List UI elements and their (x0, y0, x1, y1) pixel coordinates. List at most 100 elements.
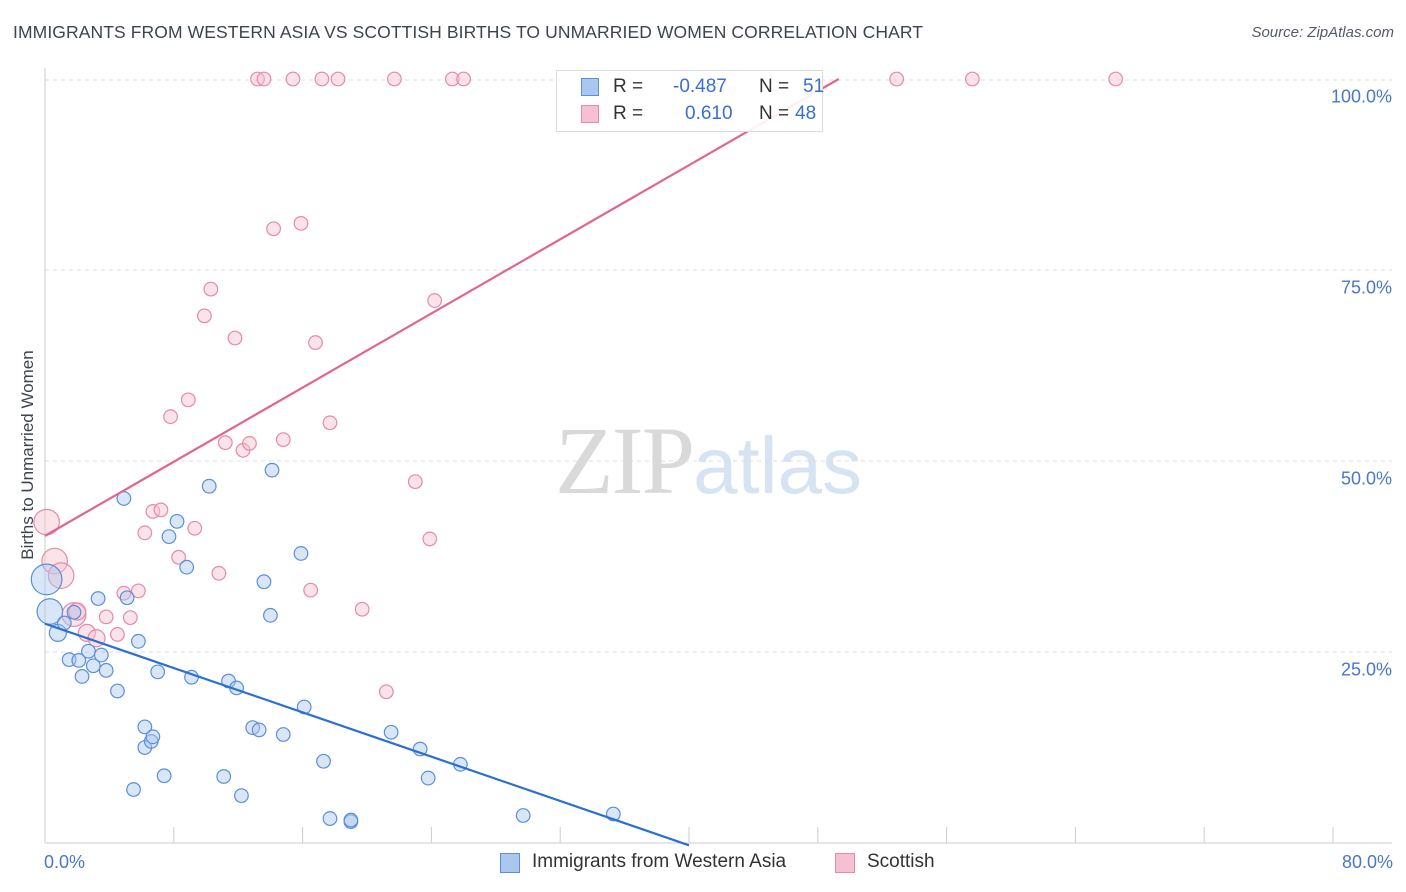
data-point (93, 647, 109, 663)
legend-n-value: 48 (795, 103, 817, 124)
data-point (156, 768, 172, 784)
scottish-points (33, 71, 1124, 700)
data-point (85, 658, 101, 674)
legend-r-value: 0.610 (685, 103, 733, 124)
data-point (322, 811, 338, 826)
data-point (81, 643, 96, 659)
data-point (163, 409, 178, 425)
data-point (98, 662, 114, 678)
data-point (153, 502, 169, 518)
data-point (30, 563, 63, 596)
watermark: ZIPatlas (555, 405, 862, 516)
data-point (256, 574, 272, 590)
data-point (264, 462, 280, 478)
data-point (110, 627, 125, 642)
data-point (150, 664, 166, 680)
legend-n-label: N = (759, 76, 790, 97)
data-point (322, 415, 338, 431)
data-point (122, 610, 138, 626)
legend-series1-label: Immigrants from Western Asia (532, 851, 787, 872)
data-point (203, 281, 219, 297)
data-point (515, 808, 531, 823)
data-point (303, 582, 319, 598)
y-tick-label: 50.0% (1340, 468, 1392, 489)
data-point (66, 604, 82, 620)
data-point (889, 71, 905, 87)
watermark-atlas: atlas (693, 421, 862, 510)
data-point (275, 727, 291, 742)
data-point (456, 71, 472, 87)
data-point (68, 602, 87, 621)
data-point (266, 221, 282, 237)
legend-swatch-blue (500, 853, 520, 873)
legend-n-value: 51 (803, 76, 825, 97)
data-point (187, 520, 203, 536)
data-point (1108, 71, 1124, 87)
data-point (293, 215, 309, 231)
legend-r-label: R = (613, 76, 644, 97)
data-point (216, 769, 232, 784)
data-point (242, 436, 257, 451)
data-point (169, 513, 185, 529)
y-tick-label: 75.0% (1340, 277, 1392, 298)
data-point (171, 549, 187, 565)
y-tick-label: 100.0% (1330, 86, 1392, 107)
legend-swatch-blue (581, 78, 599, 96)
data-point (161, 529, 177, 545)
data-point (90, 591, 106, 606)
trend-line-western-asia (44, 622, 690, 847)
data-point (130, 633, 146, 649)
legend-r-label: R = (613, 103, 644, 124)
data-point (407, 474, 423, 490)
data-point (314, 71, 330, 87)
data-point (420, 770, 436, 786)
legend-n-label: N = (759, 103, 790, 124)
data-point (180, 392, 196, 408)
data-point (227, 330, 243, 346)
data-point (275, 432, 291, 448)
axis-layer (44, 68, 1392, 844)
chart-title: IMMIGRANTS FROM WESTERN ASIA VS SCOTTISH… (13, 22, 924, 42)
grid-layer (45, 79, 1392, 653)
data-point (293, 546, 309, 561)
data-point (119, 590, 135, 606)
data-point (137, 719, 153, 735)
data-point (427, 293, 443, 308)
data-point (256, 71, 272, 87)
data-point (964, 71, 980, 87)
data-point (137, 525, 153, 541)
data-point (251, 722, 267, 738)
data-point (386, 71, 402, 87)
data-point (179, 559, 195, 575)
data-point (378, 684, 394, 700)
x-tick-label: 0.0% (44, 852, 86, 872)
data-point (308, 335, 323, 350)
data-point (217, 435, 233, 451)
data-point (383, 724, 399, 740)
data-point (444, 71, 460, 87)
legend-r-value: -0.487 (673, 76, 727, 97)
data-point (354, 601, 370, 617)
data-point (234, 788, 249, 804)
legend-series2-label: Scottish (867, 851, 935, 872)
data-point (98, 609, 114, 625)
y-tick-label: 25.0% (1340, 659, 1392, 680)
data-point (74, 669, 90, 684)
data-point (201, 478, 217, 494)
y-axis-label: Births to Unmarried Women (18, 350, 37, 560)
data-point (110, 683, 125, 699)
data-point (285, 71, 301, 87)
data-point (330, 71, 346, 87)
source-label: Source: ZipAtlas.com (1251, 24, 1394, 41)
legend-swatch-pink (581, 105, 599, 123)
legend-swatch-pink (835, 853, 855, 873)
data-point (316, 753, 331, 769)
data-point (422, 531, 438, 547)
x-tick-label: 80.0% (1341, 852, 1393, 872)
western-asia-points (30, 462, 621, 830)
data-point (145, 729, 161, 745)
data-point (343, 812, 359, 828)
data-point (71, 653, 87, 668)
data-point (41, 547, 69, 575)
